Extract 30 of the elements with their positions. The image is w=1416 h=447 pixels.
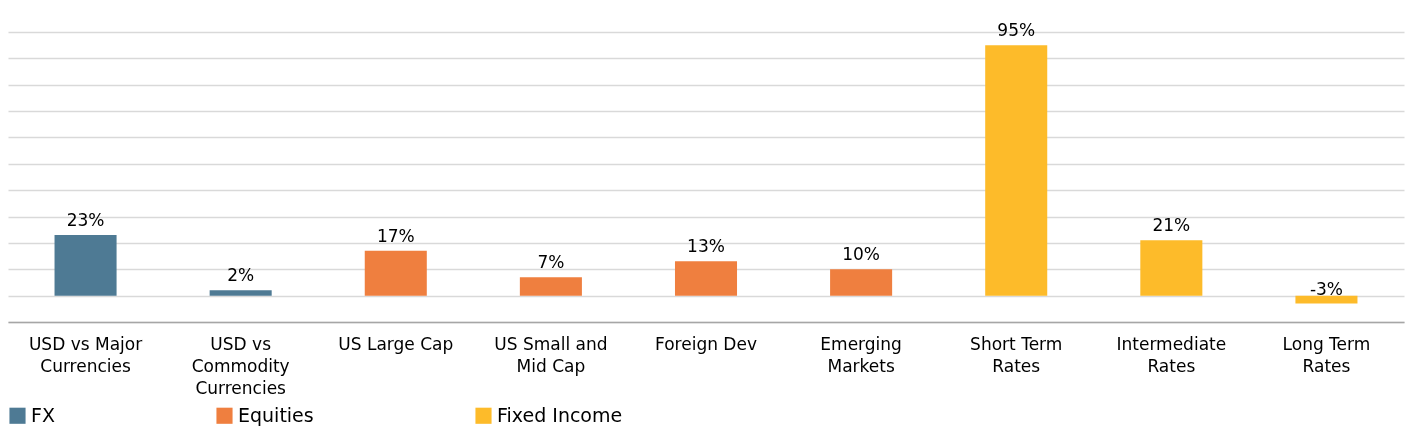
x-tick-label: USD vs Commodity Currencies <box>191 333 290 398</box>
data-label: 13% <box>687 236 725 257</box>
x-tick-label: Foreign Dev <box>655 333 757 354</box>
bar <box>519 277 582 296</box>
data-label: 7% <box>537 252 565 273</box>
data-label: 17% <box>376 225 415 246</box>
data-label: 95% <box>997 20 1036 41</box>
bar <box>674 261 738 296</box>
bar <box>830 269 893 296</box>
data-label: 10% <box>842 244 881 265</box>
x-tick-label: US Small and Mid Cap <box>494 333 608 376</box>
bar <box>1295 295 1358 304</box>
x-tick-label: US Large Cap <box>338 333 454 354</box>
x-tick-label: Intermediate Rates <box>1116 333 1227 376</box>
bar <box>1140 240 1203 296</box>
bar <box>364 250 427 296</box>
data-label: -3% <box>1309 278 1343 299</box>
x-tick-label: Long Term Rates <box>1282 333 1371 376</box>
legend-label: Equities <box>238 403 314 426</box>
legend-label: FX <box>31 403 55 426</box>
data-label: 23% <box>66 210 105 230</box>
bar <box>985 45 1048 296</box>
x-tick-label: Short Term Rates <box>970 333 1063 376</box>
bar <box>54 235 117 296</box>
legend-label: Fixed Income <box>497 403 623 426</box>
bar <box>209 290 272 296</box>
x-tick-label: USD vs Major Currencies <box>28 333 143 376</box>
data-label: 2% <box>227 265 255 286</box>
x-tick-label: Emerging Markets <box>820 333 902 376</box>
data-label: 21% <box>1152 215 1191 236</box>
